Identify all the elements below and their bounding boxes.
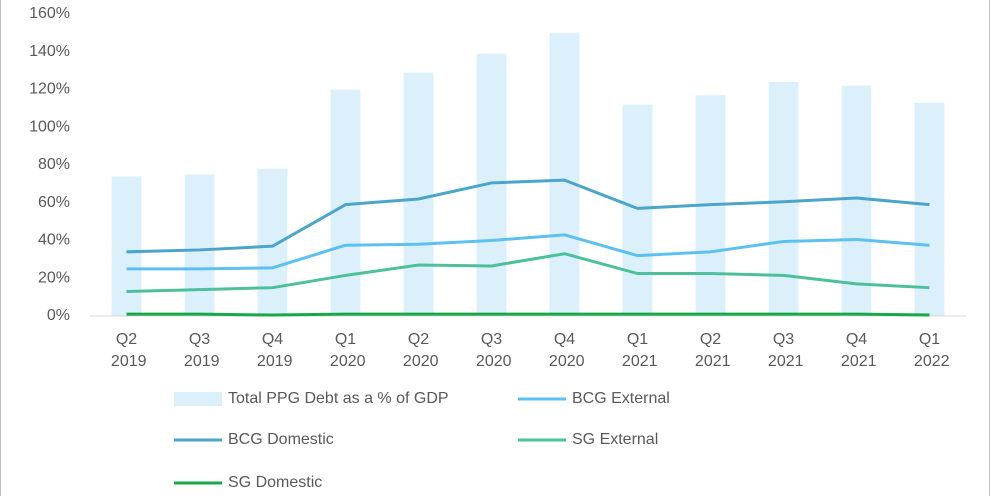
- y-tick-label: 160%: [29, 5, 70, 22]
- bar: [111, 176, 142, 316]
- line: [126, 312, 930, 317]
- bar: [622, 104, 653, 316]
- y-tick-label: 80%: [38, 156, 70, 173]
- bar: [184, 174, 215, 316]
- x-tick-label: Q1 2021: [617, 331, 657, 370]
- bar: [403, 72, 434, 316]
- legend-label: Total PPG Debt as a % of GDP: [228, 390, 449, 407]
- x-tick-label: Q3 2019: [179, 331, 219, 370]
- bar: [257, 168, 288, 316]
- x-tick-label: Q3 2020: [471, 331, 511, 370]
- bar: [768, 81, 799, 316]
- bar: [914, 102, 945, 317]
- x-tick-label: Q3 2021: [763, 331, 803, 370]
- legend-label: BCG External: [572, 390, 670, 407]
- y-tick-label: 20%: [38, 269, 70, 286]
- legend-label: SG External: [572, 431, 658, 448]
- line: [126, 252, 930, 293]
- y-tick-label: 140%: [29, 43, 70, 60]
- legend-label: SG Domestic: [228, 474, 322, 491]
- x-tick-label: Q2 2019: [106, 331, 146, 370]
- y-tick-label: 40%: [38, 232, 70, 249]
- bar: [549, 32, 580, 316]
- bar: [841, 85, 872, 316]
- x-tick-label: Q1 2020: [325, 331, 365, 370]
- y-tick-label: 60%: [38, 194, 70, 211]
- legend-swatch: [174, 392, 222, 406]
- x-tick-label: Q4 2021: [836, 331, 876, 370]
- x-tick-label: Q4 2020: [544, 331, 584, 370]
- x-tick-label: Q1 2022: [909, 331, 949, 370]
- y-tick-label: 100%: [29, 118, 70, 135]
- legend-label: BCG Domestic: [228, 431, 334, 448]
- line: [126, 178, 930, 254]
- x-tick-label: Q2 2020: [398, 331, 438, 370]
- y-tick-label: 0%: [47, 307, 70, 324]
- y-tick-label: 120%: [29, 81, 70, 98]
- x-tick-label: Q2 2021: [690, 331, 730, 370]
- x-tick-label: Q4 2019: [252, 331, 292, 370]
- line: [126, 233, 930, 271]
